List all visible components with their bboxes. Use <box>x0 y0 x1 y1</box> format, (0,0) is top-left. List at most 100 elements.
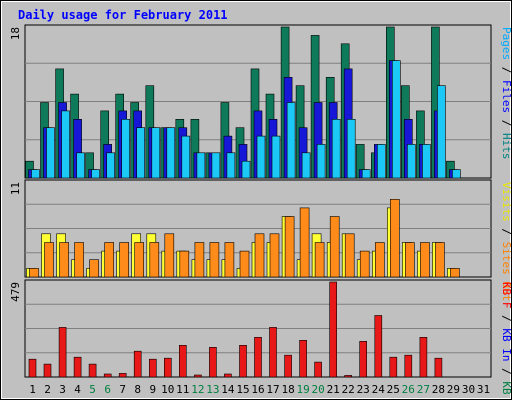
panel-1-legend-item-0: Pages <box>500 27 512 60</box>
panel-3-legend-item-3: / <box>500 362 512 382</box>
panel-1-legend-item-2: Files <box>500 80 512 113</box>
bar-pages-day-27 <box>422 144 431 179</box>
bar-kb-f-day-10 <box>164 357 172 378</box>
bar-sites-day-5 <box>89 259 99 278</box>
panel-3-legend: KB F / KB In / KB Out <box>500 282 512 400</box>
bar-pages-day-2 <box>46 127 55 179</box>
x-tick-label-day-7: 7 <box>119 383 126 396</box>
x-tick-label-day-5: 5 <box>89 383 96 396</box>
panel-2-legend-item-2: Sites <box>500 242 512 275</box>
bar-pages-day-18 <box>286 102 296 179</box>
bar-sites-day-12 <box>194 242 205 278</box>
bar-pages-day-24 <box>376 144 386 179</box>
bar-sites-day-10 <box>164 233 175 278</box>
panel-1-legend-item-1: / <box>500 60 512 80</box>
bar-kb-f-day-27 <box>419 336 428 378</box>
bar-pages-day-14 <box>226 152 236 179</box>
bar-kb-f-day-8 <box>133 350 142 378</box>
bar-kb-f-day-13 <box>209 346 217 378</box>
x-tick-label-day-4: 4 <box>74 383 81 396</box>
bar-pages-day-25 <box>391 60 401 179</box>
bar-sites-day-4 <box>74 242 84 278</box>
x-tick-label-day-25: 25 <box>387 383 400 396</box>
x-tick-label-day-13: 13 <box>206 383 219 396</box>
bar-pages-day-23 <box>361 169 371 179</box>
bar-sites-day-1 <box>29 268 39 278</box>
panel-2-legend-item-0: Visits <box>500 182 512 222</box>
x-tick-label-day-26: 26 <box>402 383 415 396</box>
bar-sites-day-15 <box>239 250 250 278</box>
x-tick-label-day-31: 31 <box>477 383 490 396</box>
bar-sites-day-19 <box>299 207 310 278</box>
panel-3-legend-item-2: KB In <box>500 328 512 361</box>
panel-1-legend-item-4: Hits <box>500 133 512 160</box>
x-tick-label-day-10: 10 <box>161 383 174 396</box>
x-tick-label-day-22: 22 <box>342 383 355 396</box>
bar-pages-day-5 <box>91 169 100 179</box>
x-tick-label-day-17: 17 <box>266 383 279 396</box>
bar-pages-day-8 <box>136 127 145 179</box>
bar-pages-day-16 <box>256 135 266 179</box>
bar-kb-f-day-25 <box>389 356 398 378</box>
bar-pages-day-21 <box>331 119 341 179</box>
bar-kb-f-day-12 <box>194 374 202 378</box>
bar-pages-day-29 <box>452 169 461 179</box>
bar-kb-f-day-20 <box>314 361 322 378</box>
bar-sites-day-9 <box>149 242 160 278</box>
bar-kb-f-day-28 <box>434 357 443 378</box>
bar-sites-day-7 <box>119 242 129 278</box>
bar-kb-f-day-3 <box>58 327 67 378</box>
x-tick-label-day-15: 15 <box>236 383 249 396</box>
bar-pages-day-17 <box>271 135 281 179</box>
panel-3-ymax-label: 479 <box>9 282 22 302</box>
panel-2-legend-item-1: / <box>500 222 512 242</box>
bar-kb-f-day-18 <box>284 354 292 378</box>
panel-3-legend-item-1: / <box>500 309 512 329</box>
bar-pages-day-3 <box>61 110 70 179</box>
bar-sites-day-18 <box>284 216 295 278</box>
bar-pages-day-6 <box>106 152 115 179</box>
bar-sites-day-22 <box>344 233 355 278</box>
bar-pages-day-9 <box>151 127 161 179</box>
x-tick-label-day-11: 11 <box>176 383 189 396</box>
bar-pages-day-7 <box>121 119 130 179</box>
x-tick-label-day-12: 12 <box>191 383 204 396</box>
bar-kb-f-day-15 <box>239 344 247 378</box>
x-tick-label-day-28: 28 <box>432 383 445 396</box>
x-tick-label-day-2: 2 <box>44 383 51 396</box>
bar-pages-day-11 <box>181 135 191 179</box>
bar-sites-day-28 <box>435 242 445 278</box>
bar-sites-day-6 <box>104 242 114 278</box>
bar-sites-day-27 <box>420 242 430 278</box>
bar-pages-day-1 <box>31 169 40 179</box>
x-tick-label-day-1: 1 <box>29 383 36 396</box>
bar-sites-day-29 <box>450 268 460 278</box>
bar-kb-f-day-4 <box>73 356 82 378</box>
bar-pages-day-10 <box>166 127 176 179</box>
bar-kb-f-day-19 <box>299 339 307 378</box>
bar-sites-day-3 <box>59 242 69 278</box>
bar-sites-day-11 <box>179 250 190 278</box>
x-tick-label-day-24: 24 <box>372 383 386 396</box>
chart-inner-bevel-light <box>1 1 511 399</box>
x-tick-label-day-21: 21 <box>327 383 340 396</box>
bar-kb-f-day-21 <box>329 281 338 378</box>
bar-pages-day-4 <box>76 152 85 179</box>
bar-kb-f-day-24 <box>374 315 383 378</box>
bar-pages-day-15 <box>241 160 251 179</box>
panel-2-ymax-label: 11 <box>9 182 22 195</box>
bar-sites-day-23 <box>359 250 370 278</box>
bar-pages-day-19 <box>301 152 311 179</box>
panel-1-legend-item-3: / <box>500 113 512 133</box>
bar-kb-f-day-11 <box>179 344 187 378</box>
bar-sites-day-21 <box>329 216 340 278</box>
panel-2-legend-item-3: Out <box>500 275 512 302</box>
x-tick-label-day-29: 29 <box>447 383 460 396</box>
bar-pages-day-28 <box>437 85 446 179</box>
x-tick-label-day-30: 30 <box>462 383 475 396</box>
bar-kb-f-day-22 <box>344 375 353 378</box>
bar-kb-f-day-23 <box>359 340 368 378</box>
panel-1-ymax-label: 18 <box>9 27 22 40</box>
bar-kb-f-day-9 <box>149 358 157 378</box>
x-tick-label-day-27: 27 <box>417 383 430 396</box>
